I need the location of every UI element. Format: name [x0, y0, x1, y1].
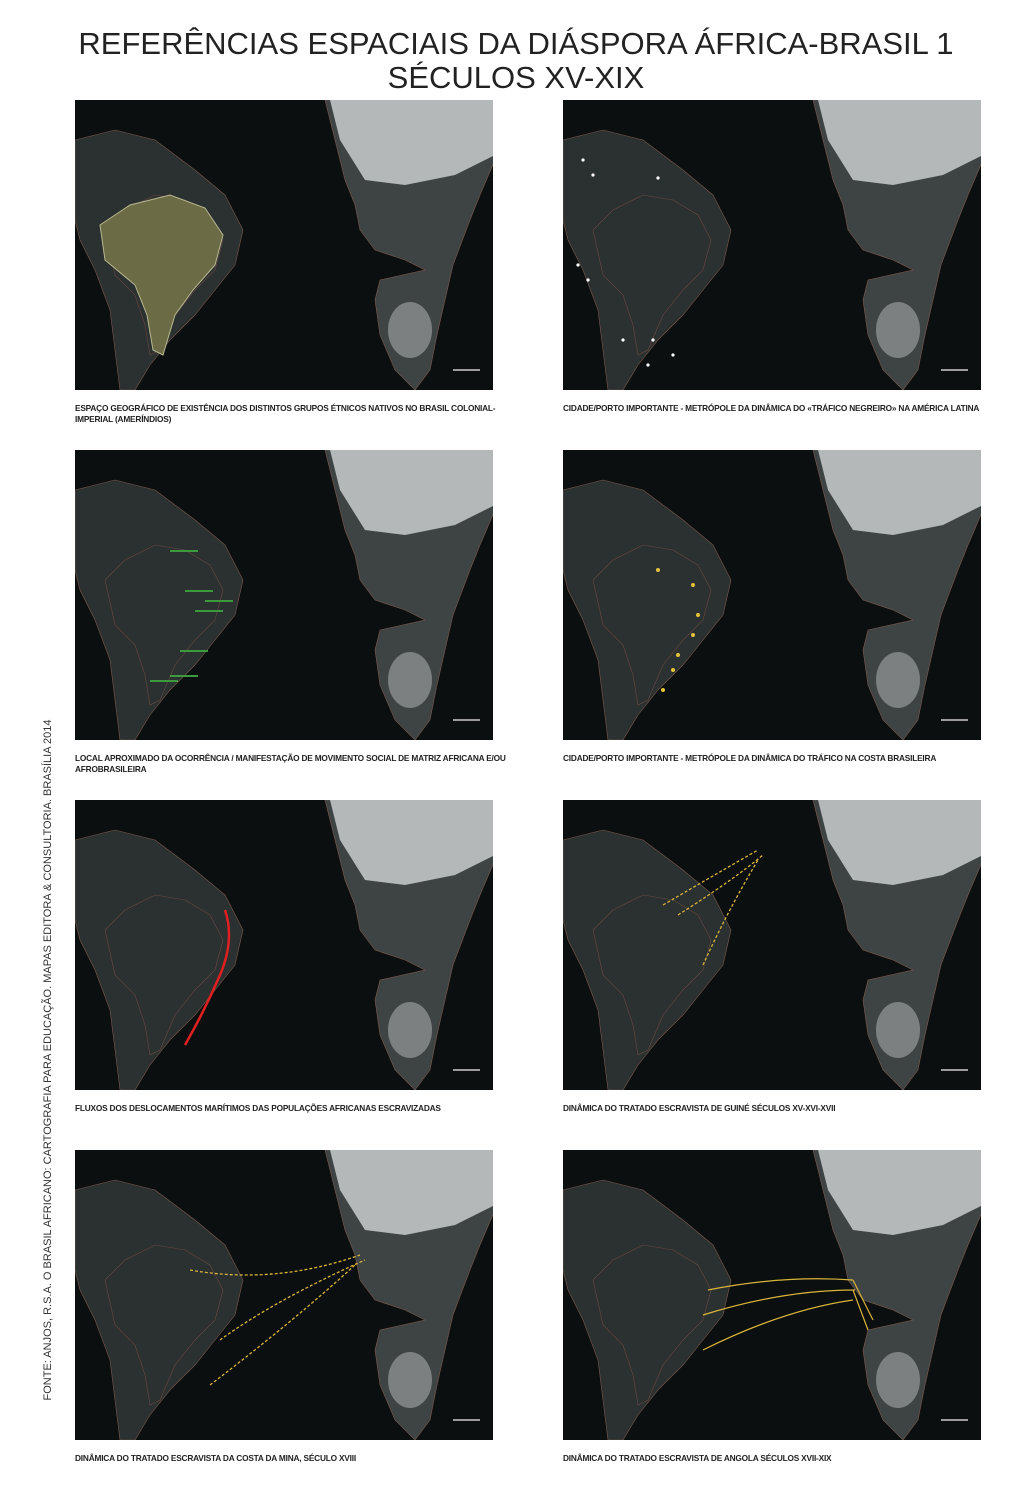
city-dot — [621, 338, 625, 342]
route — [852, 1279, 874, 1321]
map-panel — [74, 1149, 496, 1441]
event-marker — [180, 650, 208, 652]
port-dot — [661, 688, 665, 692]
city-dot — [656, 176, 660, 180]
map — [562, 799, 984, 1091]
sahara — [818, 100, 983, 185]
event-marker — [205, 600, 233, 602]
route — [702, 859, 759, 966]
sahara — [330, 450, 495, 535]
territory — [99, 194, 224, 356]
map-panel — [562, 99, 984, 391]
event-marker — [195, 610, 223, 612]
kalahari — [388, 1352, 432, 1408]
map-panel — [74, 449, 496, 741]
caption: LOCAL APROXIMADO DA OCORRÊNCIA / MANIFES… — [75, 753, 506, 774]
title-line: SÉCULOS XV-XIX — [387, 60, 645, 95]
city-dot — [646, 363, 650, 367]
south-america — [74, 829, 244, 1091]
city-dot — [586, 278, 590, 282]
caption: DINÂMICA DO TRATADO ESCRAVISTA DE ANGOLA… — [563, 1453, 832, 1463]
sahara — [330, 100, 495, 185]
route — [852, 1289, 869, 1331]
route — [702, 1299, 854, 1351]
route — [219, 1259, 366, 1341]
sahara — [818, 800, 983, 885]
port-dot — [696, 613, 700, 617]
map — [74, 1149, 496, 1441]
route — [707, 1278, 854, 1291]
city-dot — [591, 173, 595, 177]
flow-arrow — [183, 909, 231, 1046]
south-america — [562, 1179, 732, 1441]
city-dot — [651, 338, 655, 342]
brazil-outline — [592, 894, 712, 1056]
sahara — [330, 800, 495, 885]
map-panel — [74, 99, 496, 391]
map-panel — [562, 449, 984, 741]
map-panel — [562, 1149, 984, 1441]
caption: CIDADE/PORTO IMPORTANTE - METRÓPOLE DA D… — [563, 753, 937, 763]
port-dot — [691, 583, 695, 587]
sahara — [330, 1150, 495, 1235]
brazil-outline — [592, 544, 712, 706]
city-dot — [581, 158, 585, 162]
port-dot — [671, 668, 675, 672]
map-panel — [562, 799, 984, 1091]
city-dot — [671, 353, 675, 357]
map — [74, 799, 496, 1091]
kalahari — [876, 302, 920, 358]
route — [677, 854, 764, 916]
kalahari — [876, 652, 920, 708]
kalahari — [388, 652, 432, 708]
south-america — [562, 129, 732, 391]
route — [662, 849, 759, 906]
south-america — [562, 829, 732, 1091]
route — [209, 1264, 356, 1386]
kalahari — [388, 1002, 432, 1058]
source-note: FONTE: ANJOS, R.S.A. O BRASIL AFRICANO: … — [42, 719, 54, 1401]
event-marker — [185, 590, 213, 592]
map — [562, 99, 984, 391]
title-line: REFERÊNCIAS ESPACIAIS DA DIÁSPORA ÁFRICA… — [78, 26, 954, 61]
map — [562, 1149, 984, 1441]
kalahari — [388, 302, 432, 358]
sahara — [818, 1150, 983, 1235]
event-marker — [170, 675, 198, 677]
caption: FLUXOS DOS DESLOCAMENTOS MARÍTIMOS DAS P… — [75, 1103, 441, 1113]
map — [74, 99, 496, 391]
port-dot — [676, 653, 680, 657]
city-dot — [576, 263, 580, 267]
sahara — [818, 450, 983, 535]
south-america — [562, 479, 732, 741]
caption: DINÂMICA DO TRATADO ESCRAVISTA DE GUINÉ … — [563, 1103, 836, 1113]
route — [702, 1289, 856, 1316]
map-panel — [74, 799, 496, 1091]
route — [189, 1254, 361, 1276]
brazil-outline — [104, 1244, 224, 1406]
south-america — [74, 1179, 244, 1441]
brazil-outline — [592, 1244, 712, 1406]
event-marker — [170, 550, 198, 552]
brazil-outline — [104, 894, 224, 1056]
port-dot — [691, 633, 695, 637]
brazil-outline — [592, 194, 712, 356]
south-america — [74, 479, 244, 741]
caption: ESPAÇO GEOGRÁFICO DE EXISTÊNCIA DOS DIST… — [75, 403, 496, 424]
port-dot — [656, 568, 660, 572]
map — [562, 449, 984, 741]
event-marker — [150, 680, 178, 682]
map — [74, 449, 496, 741]
caption: CIDADE/PORTO IMPORTANTE - METRÓPOLE DA D… — [563, 403, 980, 413]
caption: DINÂMICA DO TRATADO ESCRAVISTA DA COSTA … — [75, 1453, 356, 1463]
kalahari — [876, 1002, 920, 1058]
kalahari — [876, 1352, 920, 1408]
brazil-outline — [104, 544, 224, 706]
